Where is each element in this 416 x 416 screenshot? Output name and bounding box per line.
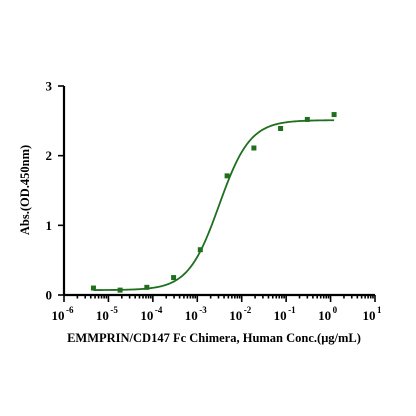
x-tick-label: 10: [274, 308, 287, 323]
data-point: [117, 287, 123, 293]
plot-area: [90, 112, 337, 293]
x-tick-exponent: 1: [377, 305, 382, 315]
x-tick-exponent: -4: [155, 305, 163, 315]
data-point: [171, 275, 177, 281]
data-point: [90, 285, 96, 291]
data-point: [224, 173, 230, 179]
y-tick-label: 0: [46, 288, 53, 303]
y-tick-label: 3: [46, 79, 53, 94]
x-tick-label: 10: [140, 308, 153, 323]
data-point: [331, 112, 337, 118]
x-tick-label: 10: [52, 308, 65, 323]
x-tick-label: 10: [185, 308, 198, 323]
x-axis-title: EMMPRIN/CD147 Fc Chimera, Human Conc.(μg…: [67, 331, 361, 345]
y-tick-label: 1: [46, 218, 53, 233]
x-tick-label: 10: [229, 308, 242, 323]
data-point: [144, 284, 150, 290]
data-points: [90, 112, 337, 293]
y-axis-ticks: 0 1 2 3: [46, 79, 64, 303]
y-axis-title: Abs.(OD.450nm): [18, 145, 32, 235]
x-tick-label: 10: [96, 308, 109, 323]
x-tick-exponent: -3: [199, 305, 207, 315]
x-tick-exponent: -1: [288, 305, 296, 315]
x-tick-exponent: 0: [333, 305, 338, 315]
data-point: [278, 125, 284, 131]
x-axis-ticks: 10 -6 10 -5 10 -4 10 -3 10 -2 10 -1 10 0 10 1: [52, 295, 382, 323]
x-tick-exponent: -6: [66, 305, 74, 315]
x-tick-exponent: -2: [244, 305, 252, 315]
x-tick-label: 10: [363, 308, 376, 323]
y-tick-label: 2: [46, 148, 53, 163]
x-tick-label: 10: [318, 308, 331, 323]
data-point: [304, 116, 310, 122]
fit-curve: [93, 119, 335, 291]
data-point: [251, 145, 257, 151]
data-point: [197, 247, 203, 253]
x-tick-exponent: -5: [110, 305, 118, 315]
